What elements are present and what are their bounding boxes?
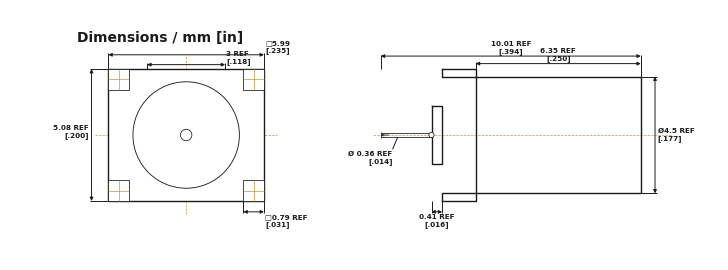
Text: Ø4.5 REF
[.177]: Ø4.5 REF [.177] bbox=[657, 128, 695, 142]
Text: 0.41 REF
[.016]: 0.41 REF [.016] bbox=[419, 214, 454, 228]
Bar bbox=[108, 180, 129, 201]
Bar bbox=[108, 69, 264, 201]
Circle shape bbox=[429, 132, 434, 138]
Text: 6.35 REF
[.250]: 6.35 REF [.250] bbox=[540, 48, 576, 62]
Bar bbox=[108, 69, 129, 90]
Text: 5.08 REF
[.200]: 5.08 REF [.200] bbox=[53, 126, 89, 139]
Text: □5.99
[.235]: □5.99 [.235] bbox=[265, 40, 290, 54]
Text: Ø 0.36 REF
[.014]: Ø 0.36 REF [.014] bbox=[348, 151, 392, 164]
Bar bbox=[243, 180, 264, 201]
Text: 3 REF
[.118]: 3 REF [.118] bbox=[226, 51, 251, 65]
Text: 10.01 REF
[.394]: 10.01 REF [.394] bbox=[491, 41, 531, 55]
Text: □0.79 REF
[.031]: □0.79 REF [.031] bbox=[265, 214, 308, 228]
Text: Dimensions / mm [in]: Dimensions / mm [in] bbox=[77, 31, 243, 45]
Bar bbox=[243, 69, 264, 90]
